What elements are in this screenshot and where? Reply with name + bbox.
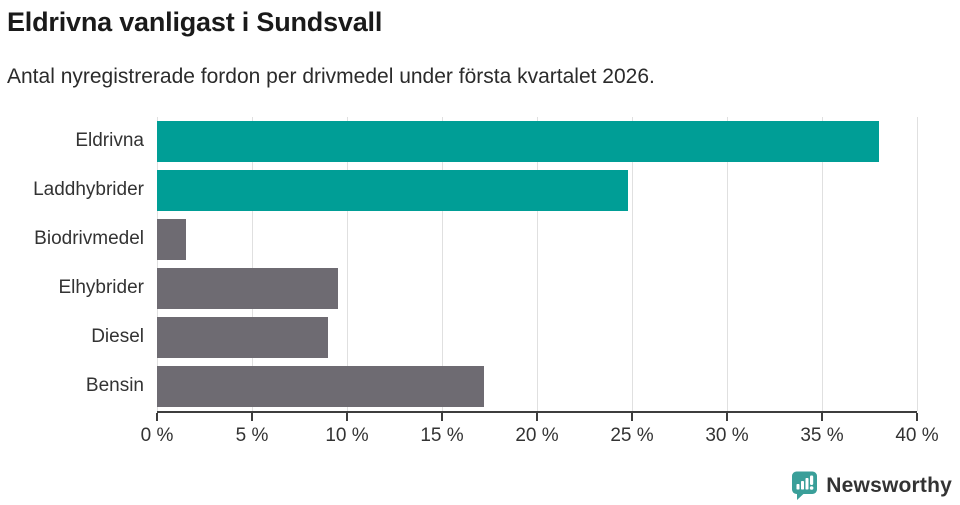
x-axis-tick-label: 25 % [610, 424, 654, 446]
category-label-eldrivna: Eldrivna [75, 130, 144, 152]
category-labels: Eldrivna Laddhybrider Biodrivmedel Elhybrid… [0, 117, 157, 413]
chart-header: Eldrivna vanligast i Sundsvall Antal nyr… [0, 0, 960, 90]
x-axis-labels: 0 % 5 % 10 % 15 % 20 % 25 % 30 % 35 % 40 % [141, 413, 939, 449]
plot-area [156, 116, 918, 421]
chart-title: Eldrivna vanligast i Sundsvall [7, 7, 383, 37]
x-axis-tick-label: 30 % [705, 424, 749, 446]
bar-row [157, 117, 917, 166]
x-axis-tick [156, 412, 158, 421]
gridline [347, 116, 348, 411]
gridline [917, 116, 918, 411]
newsworthy-logo-icon [792, 471, 818, 500]
chart-body: Eldrivna Laddhybrider Biodrivmedel Elhybrid… [0, 116, 960, 421]
x-axis-tick-label: 0 % [140, 424, 174, 446]
bar-row [157, 313, 917, 362]
gridline [442, 116, 443, 411]
x-axis-tick [346, 412, 348, 421]
bar-diesel [157, 316, 328, 358]
x-axis-tick-label: 5 % [235, 424, 269, 446]
bar-eldrivna [157, 120, 879, 162]
bar-row [157, 215, 917, 264]
x-axis-tick [441, 412, 443, 421]
x-axis-tick-label: 35 % [800, 424, 844, 446]
bar-row [157, 166, 917, 215]
bar-row [157, 264, 917, 313]
bar-bensin [157, 365, 484, 407]
x-axis-tick [821, 412, 823, 421]
gridline [822, 116, 823, 411]
category-label-bensin: Bensin [85, 375, 144, 397]
bar-laddhybrider [157, 169, 629, 211]
newsworthy-logo: Newsworthy [791, 471, 952, 500]
x-axis-tick-label: 40 % [895, 424, 939, 446]
gridline [727, 116, 728, 411]
x-axis-tick [251, 412, 253, 421]
category-label-laddhybrider: Laddhybrider [33, 179, 144, 201]
bar-row [157, 362, 917, 411]
x-axis-tick [726, 412, 728, 421]
x-axis-tick [916, 412, 918, 421]
gridline [537, 116, 538, 411]
chart-subtitle: Antal nyregistrerade fordon per drivmede… [7, 65, 655, 89]
bar-chart: Eldrivna Laddhybrider Biodrivmedel Elhybrid… [0, 116, 960, 449]
gridline [632, 116, 633, 411]
x-axis-tick-label: 20 % [515, 424, 559, 446]
newsworthy-logo-text: Newsworthy [826, 473, 952, 497]
gridline [252, 116, 253, 411]
gridline [157, 116, 158, 411]
category-label-diesel: Diesel [91, 326, 144, 348]
x-axis-tick [631, 412, 633, 421]
x-axis-tick-label: 10 % [325, 424, 369, 446]
category-label-biodrivmedel: Biodrivmedel [34, 228, 144, 250]
bar-biodrivmedel [157, 218, 186, 260]
x-axis-tick [536, 412, 538, 421]
x-axis-tick-label: 15 % [420, 424, 464, 446]
bar-elhybrider [157, 267, 338, 309]
category-label-elhybrider: Elhybrider [58, 277, 144, 299]
